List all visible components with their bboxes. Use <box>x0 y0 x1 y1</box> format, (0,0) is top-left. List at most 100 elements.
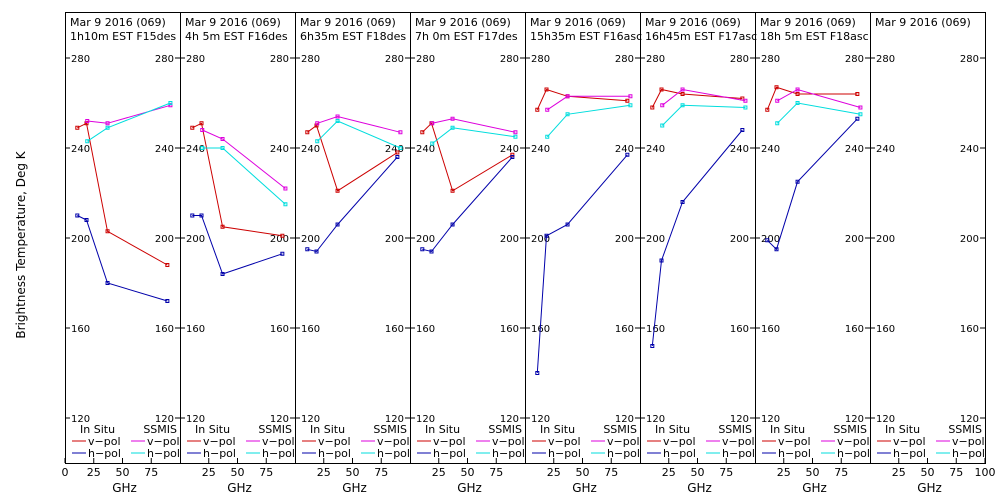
legend-ssmis-label: h−pol <box>377 447 410 460</box>
y-tick-label-left: 240 <box>531 144 550 155</box>
data-point <box>535 107 540 112</box>
x-tick-label: 25 <box>202 466 216 479</box>
x-tick-label: 100 <box>975 466 996 479</box>
data-point <box>220 272 225 276</box>
y-tick-label-right: 120 <box>845 414 864 425</box>
y-tick-label-left: 280 <box>761 54 780 65</box>
legend-ssmis-label: v−pol <box>722 435 755 448</box>
legend-in-situ-label: h−pol <box>318 447 351 460</box>
data-point <box>168 101 173 105</box>
legend-in-situ-label: h−pol <box>778 447 811 460</box>
data-point <box>565 94 570 99</box>
legend-ssmis-label: h−pol <box>607 447 640 460</box>
x-tick-label: 75 <box>719 466 733 479</box>
data-point <box>775 121 780 126</box>
series-in-situ-h-pol <box>75 213 170 303</box>
data-point <box>105 125 110 130</box>
panel-subtitle: 6h35m EST F18des <box>300 30 406 43</box>
data-point <box>84 121 89 126</box>
data-point <box>680 200 685 204</box>
data-point <box>283 202 288 207</box>
panel-title: Mar 9 2016 (069) <box>185 16 281 29</box>
data-point <box>545 107 550 112</box>
series-line <box>202 129 286 189</box>
legend-ssmis-label: v−pol <box>607 435 640 448</box>
data-point <box>200 128 205 132</box>
data-point <box>659 87 664 92</box>
series-ssmis-v-pol <box>430 116 518 135</box>
data-point <box>105 281 110 285</box>
legend-in-situ-label: v−pol <box>318 435 351 448</box>
x-tick-label: 50 <box>691 466 705 479</box>
y-tick-label-right: 280 <box>845 54 864 65</box>
series-line <box>87 102 171 142</box>
legend-in-situ-header: In Situ <box>655 423 690 436</box>
y-tick-label-right: 240 <box>270 144 289 155</box>
series-line <box>766 118 858 251</box>
y-tick-label-left: 160 <box>71 324 90 335</box>
y-tick-label-right: 200 <box>845 234 864 245</box>
legend-in-situ-label: v−pol <box>663 435 696 448</box>
y-tick-label-right: 240 <box>845 144 864 155</box>
data-point <box>75 213 80 218</box>
x-axis-label: GHz <box>917 481 942 495</box>
panel-2: Mar 9 2016 (069)4h 5m EST F16des 120 120 16… <box>180 12 296 495</box>
legend-in-situ-header: In Situ <box>80 423 115 436</box>
data-point <box>335 222 340 227</box>
series-line <box>651 88 743 108</box>
data-point <box>743 98 748 103</box>
data-point <box>625 152 630 157</box>
y-tick-label-right: 200 <box>500 234 519 245</box>
y-tick-label-right: 280 <box>730 54 749 65</box>
y-tick-label-right: 240 <box>500 144 519 155</box>
y-axis-label: Brightness Temperature, Deg K <box>14 150 28 338</box>
series-line <box>432 118 516 133</box>
panel-title: Mar 9 2016 (069) <box>415 16 511 29</box>
panel-title: Mar 9 2016 (069) <box>530 16 626 29</box>
series-ssmis-h-pol <box>430 125 518 146</box>
data-point <box>545 134 550 139</box>
legend-in-situ-header: In Situ <box>770 423 805 436</box>
series-ssmis-h-pol <box>660 103 748 128</box>
data-point <box>105 121 110 126</box>
series-line <box>307 156 398 253</box>
x-tick-label: 50 <box>346 466 360 479</box>
x-tick-label: 75 <box>604 466 618 479</box>
data-point <box>75 125 80 130</box>
panel-title: Mar 9 2016 (069) <box>70 16 166 29</box>
y-tick-label-left: 280 <box>646 54 665 65</box>
data-point <box>315 139 320 144</box>
y-tick-label-left: 280 <box>71 54 90 65</box>
series-in-situ-v-pol <box>765 85 860 112</box>
series-in-situ-h-pol <box>190 213 285 276</box>
data-point <box>85 139 90 144</box>
y-tick-label-right: 240 <box>960 144 979 155</box>
y-tick-label-left: 240 <box>646 144 665 155</box>
series-in-situ-v-pol <box>190 121 285 238</box>
panel-4: Mar 9 2016 (069)7h 0m EST F17des 120 120 16… <box>410 12 526 495</box>
data-point <box>650 105 655 110</box>
data-point <box>680 92 685 96</box>
y-tick-label-right: 240 <box>385 144 404 155</box>
y-tick-label-left: 200 <box>876 234 895 245</box>
data-point <box>510 155 515 159</box>
legend-ssmis-label: h−pol <box>952 447 985 460</box>
x-axis-label: GHz <box>342 481 367 495</box>
series-in-situ-v-pol <box>75 121 170 267</box>
y-tick-label-left: 240 <box>301 144 320 155</box>
y-tick-label-right: 120 <box>155 414 174 425</box>
series-ssmis-v-pol <box>315 114 403 135</box>
data-point <box>659 258 664 263</box>
y-tick-label-left: 120 <box>646 414 665 425</box>
panel-subtitle: 1h10m EST F15des <box>70 30 176 43</box>
data-point <box>199 121 204 126</box>
data-point <box>105 229 110 234</box>
data-point <box>165 263 170 267</box>
legend-in-situ-label: v−pol <box>433 435 466 448</box>
data-point <box>544 87 549 92</box>
